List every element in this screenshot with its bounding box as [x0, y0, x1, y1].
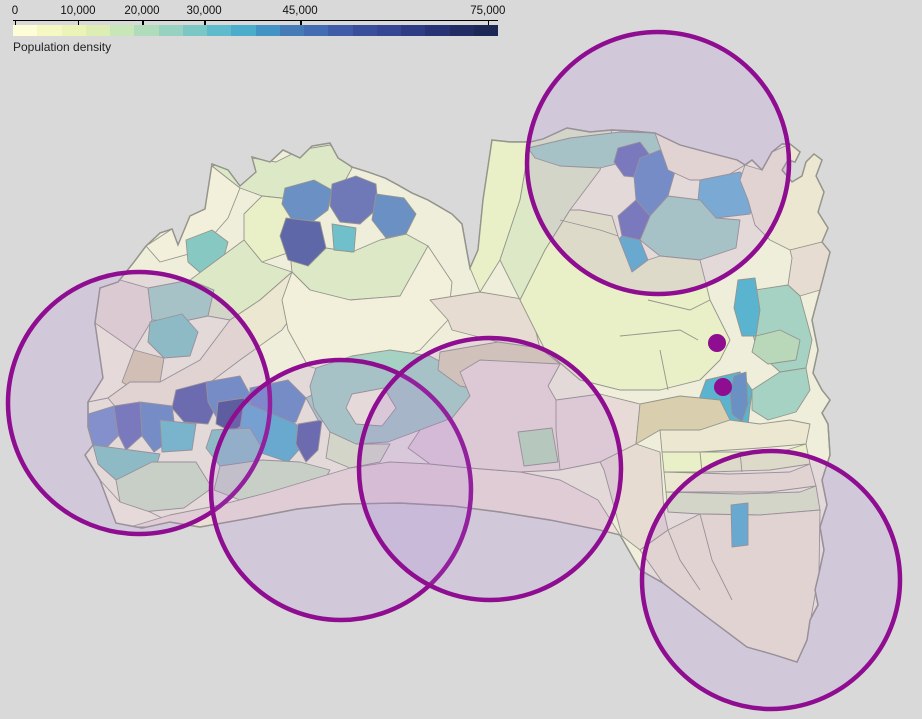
legend-tick-label: 75,000	[470, 5, 506, 17]
legend-tick-labels: 0 10,000 20,000 30,000 45,000 75,000	[11, 5, 516, 20]
legend-tick-label: 30,000	[186, 5, 222, 17]
district-border-line	[659, 349, 669, 391]
legend-color-segment	[134, 25, 159, 36]
legend-tick-label: 45,000	[282, 5, 318, 17]
legend-tick-label: 20,000	[124, 5, 160, 17]
legend-color-segment	[207, 25, 232, 36]
poi-dot[interactable]	[708, 334, 726, 352]
legend: 0 10,000 20,000 30,000 45,000 75,000 Populati…	[11, 5, 516, 54]
legend-color-segment	[304, 25, 329, 36]
district[interactable]	[730, 502, 749, 548]
district[interactable]	[345, 387, 397, 427]
coverage-circle[interactable]	[356, 335, 624, 603]
district[interactable]	[331, 223, 357, 253]
district[interactable]	[295, 419, 323, 463]
legend-tick-mark	[142, 21, 144, 25]
legend-color-segment	[110, 25, 135, 36]
districts-layer	[85, 128, 830, 662]
district[interactable]	[371, 193, 417, 239]
legend-color-segment	[255, 25, 280, 36]
legend-color-segment	[61, 25, 86, 36]
district[interactable]	[517, 427, 559, 467]
district[interactable]	[751, 367, 811, 421]
legend-tick-mark	[77, 21, 80, 25]
district[interactable]	[279, 217, 327, 267]
legend-color-segment	[473, 25, 498, 36]
district[interactable]	[639, 195, 741, 261]
legend-title: Population density	[13, 40, 112, 54]
district[interactable]	[325, 431, 391, 469]
district-border-line	[619, 329, 699, 341]
district-border-line	[559, 219, 619, 237]
legend-color-segment	[449, 25, 474, 36]
legend-color-segment	[376, 25, 401, 36]
legend-color-segment	[182, 25, 207, 36]
district[interactable]	[281, 179, 333, 223]
district-border-line	[647, 299, 711, 311]
coverage-circle[interactable]	[5, 269, 273, 537]
coverage-circle[interactable]	[639, 448, 903, 712]
district[interactable]	[159, 419, 197, 453]
overlay-layer	[5, 29, 903, 712]
legend-tick-label: 10,000	[60, 5, 96, 17]
district[interactable]	[281, 245, 453, 377]
district-border-line	[667, 529, 701, 591]
legend-color-segment	[13, 25, 38, 36]
legend-tick-mark	[300, 21, 302, 25]
district-border-line	[555, 400, 561, 471]
district[interactable]	[113, 401, 147, 451]
legend-color-segment	[401, 25, 426, 36]
legend-color-segment	[425, 25, 450, 36]
legend-tick-mark	[14, 21, 17, 25]
legend-tick-mark	[487, 21, 490, 25]
legend-colorbar	[13, 25, 498, 36]
district[interactable]	[147, 313, 199, 359]
legend-tick-mark	[204, 21, 206, 25]
district-border-line	[544, 349, 621, 391]
legend-color-segment	[158, 25, 183, 36]
district[interactable]	[751, 329, 801, 365]
legend-axis	[13, 20, 498, 25]
legend-color-segment	[37, 25, 62, 36]
legend-color-segment	[279, 25, 304, 36]
district[interactable]	[329, 175, 379, 225]
coverage-circle[interactable]	[208, 357, 474, 623]
district-border-line	[699, 513, 733, 601]
poi-dot[interactable]	[714, 378, 732, 396]
legend-color-segment	[328, 25, 353, 36]
legend-tick-label: 0	[11, 5, 19, 17]
coverage-circle[interactable]	[524, 29, 792, 297]
landmass-edge	[84, 127, 831, 663]
legend-color-segment	[352, 25, 377, 36]
legend-color-segment	[231, 25, 256, 36]
district[interactable]	[787, 241, 830, 297]
district[interactable]	[429, 291, 541, 349]
legend-color-segment	[85, 25, 110, 36]
